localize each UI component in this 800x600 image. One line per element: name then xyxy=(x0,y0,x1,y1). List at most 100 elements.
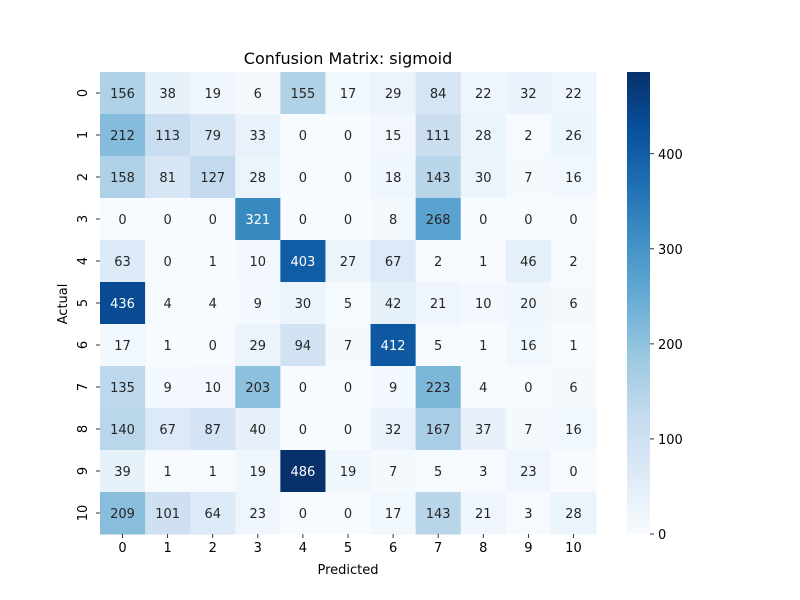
cell-value-label: 412 xyxy=(381,339,406,354)
heatmap-cell xyxy=(370,156,417,199)
heatmap-cell xyxy=(190,492,236,535)
heatmap-cell xyxy=(325,156,372,199)
heatmap-cell xyxy=(415,72,462,115)
heatmap-cell xyxy=(460,240,507,283)
cell-value-label: 39 xyxy=(114,465,131,480)
y-tick-label: 4 xyxy=(76,257,91,265)
x-tick-label: 2 xyxy=(209,541,217,556)
cell-value-label: 3 xyxy=(479,465,487,480)
cell-value-label: 223 xyxy=(426,381,451,396)
cell-value-label: 0 xyxy=(524,381,532,396)
cell-value-label: 403 xyxy=(290,255,315,270)
heatmap-cell xyxy=(325,492,372,535)
heatmap-cell xyxy=(280,72,326,115)
cell-value-label: 9 xyxy=(163,381,171,396)
cell-value-label: 23 xyxy=(520,465,537,480)
y-tick-label: 1 xyxy=(76,131,91,139)
cell-value-label: 21 xyxy=(430,297,447,312)
y-tick-label: 0 xyxy=(76,89,91,97)
cell-value-label: 40 xyxy=(250,423,267,438)
heatmap-cell xyxy=(145,240,191,283)
y-tick-label: 2 xyxy=(76,173,91,181)
cell-value-label: 2 xyxy=(569,255,577,270)
heatmap-cell xyxy=(505,72,552,115)
cell-value-label: 7 xyxy=(524,423,532,438)
cell-value-label: 0 xyxy=(569,465,577,480)
heatmap-cell xyxy=(145,156,191,199)
cell-value-label: 0 xyxy=(299,129,307,144)
heatmap-cell xyxy=(235,282,281,325)
x-tick-label: 4 xyxy=(299,541,307,556)
cell-value-label: 0 xyxy=(299,381,307,396)
y-tick-label: 8 xyxy=(76,425,91,433)
cell-value-label: 321 xyxy=(245,213,270,228)
x-tick-label: 9 xyxy=(524,541,532,556)
x-tick-label: 8 xyxy=(479,541,487,556)
cell-value-label: 8 xyxy=(389,213,397,228)
heatmap-cell xyxy=(370,72,417,115)
heatmap-cell xyxy=(280,492,326,535)
heatmap-cell xyxy=(145,492,191,535)
heatmap-cell xyxy=(505,156,552,199)
cell-value-label: 29 xyxy=(385,87,402,102)
cell-value-label: 155 xyxy=(290,87,315,102)
heatmap-cell xyxy=(280,156,326,199)
cell-value-label: 3 xyxy=(524,507,532,522)
y-tick-label: 5 xyxy=(76,299,91,307)
cell-value-label: 5 xyxy=(344,297,352,312)
heatmap-cell xyxy=(100,324,146,367)
cell-value-label: 0 xyxy=(344,213,352,228)
cell-value-label: 111 xyxy=(426,129,451,144)
heatmap-cell xyxy=(415,492,462,535)
cell-value-label: 9 xyxy=(389,381,397,396)
heatmap-cell xyxy=(145,198,191,241)
cell-value-label: 32 xyxy=(385,423,402,438)
y-axis-label: Actual xyxy=(56,284,71,325)
heatmap-cell xyxy=(280,282,326,325)
cell-value-label: 1 xyxy=(163,465,171,480)
heatmap-cell xyxy=(100,492,146,535)
cell-value-label: 64 xyxy=(204,507,221,522)
cell-value-label: 27 xyxy=(340,255,357,270)
heatmap-cell xyxy=(505,492,552,535)
cell-value-label: 67 xyxy=(159,423,176,438)
heatmap-cell xyxy=(370,324,417,367)
heatmap-cell xyxy=(550,492,597,535)
x-tick-label: 5 xyxy=(344,541,352,556)
cell-value-label: 0 xyxy=(163,213,171,228)
cell-value-label: 87 xyxy=(204,423,221,438)
cell-value-label: 16 xyxy=(565,423,582,438)
heatmap-cell xyxy=(145,114,191,157)
heatmap-cell xyxy=(235,324,281,367)
cell-value-label: 0 xyxy=(344,129,352,144)
cell-value-label: 0 xyxy=(209,213,217,228)
y-tick-label: 7 xyxy=(76,383,91,391)
heatmap-cell xyxy=(145,366,191,409)
heatmap-cell xyxy=(505,450,552,493)
cell-value-label: 19 xyxy=(340,465,357,480)
heatmap-cell xyxy=(100,72,146,115)
cell-value-label: 158 xyxy=(110,171,135,186)
heatmap-cell xyxy=(190,366,236,409)
heatmap-cell xyxy=(415,324,462,367)
colorbar: 0 100 200 300 400 xyxy=(627,72,683,543)
heatmap-cell xyxy=(550,114,597,157)
heatmap-cell xyxy=(325,366,372,409)
heatmap-cell xyxy=(145,450,191,493)
cell-value-label: 79 xyxy=(204,129,221,144)
cell-value-label: 16 xyxy=(565,171,582,186)
cell-value-label: 6 xyxy=(569,381,577,396)
cell-value-label: 33 xyxy=(250,129,267,144)
heatmap-cell xyxy=(370,408,417,451)
heatmap-cell xyxy=(415,114,462,157)
colorbar-tick-label: 0 xyxy=(658,528,666,543)
cell-value-label: 436 xyxy=(110,297,135,312)
cell-value-label: 209 xyxy=(110,507,135,522)
heatmap-cell xyxy=(190,282,236,325)
cell-value-label: 1 xyxy=(209,255,217,270)
cell-value-label: 16 xyxy=(520,339,537,354)
cell-value-label: 10 xyxy=(250,255,267,270)
cell-value-label: 0 xyxy=(569,213,577,228)
